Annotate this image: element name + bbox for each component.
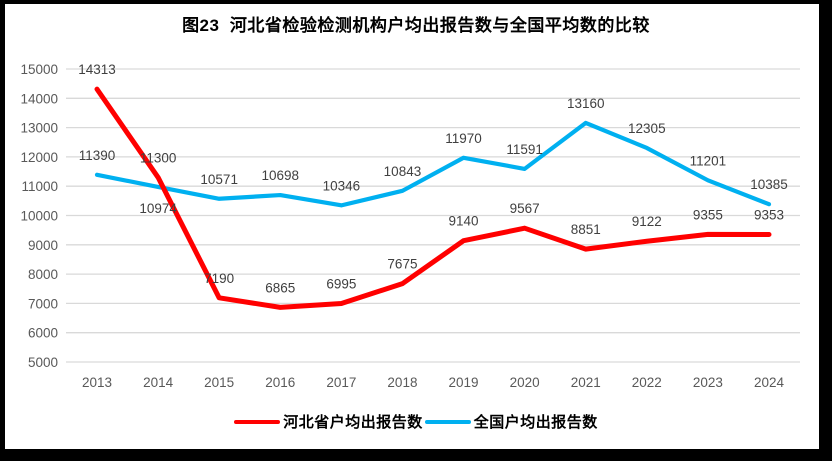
legend-item-hebei: 河北省户均出报告数 [234, 411, 423, 432]
x-tick-label: 2016 [265, 375, 295, 390]
frame-border-bottom [0, 449, 832, 461]
x-tick-label: 2018 [387, 375, 417, 390]
data-label: 10974 [139, 201, 177, 216]
x-tick-label: 2013 [82, 375, 112, 390]
data-label: 7675 [387, 257, 417, 272]
data-label: 6995 [326, 277, 356, 292]
data-label: 11300 [140, 150, 177, 165]
x-tick-label: 2022 [632, 375, 662, 390]
y-tick-label: 7000 [28, 296, 58, 311]
legend-label-hebei: 河北省户均出报告数 [283, 414, 423, 431]
series-line-1 [94, 120, 772, 208]
frame-border-top [0, 0, 832, 4]
x-tick-label: 2020 [510, 375, 540, 390]
y-tick-label: 13000 [20, 121, 58, 136]
data-label: 7190 [204, 271, 234, 286]
chart-title: 图23 河北省检验检测机构户均出报告数与全国平均数的比较 [182, 16, 650, 35]
data-label: 10698 [261, 168, 299, 183]
legend-line-red [234, 419, 281, 424]
data-label: 10571 [200, 172, 238, 187]
y-tick-label: 8000 [28, 267, 58, 282]
data-label: 11591 [506, 142, 543, 157]
legend-item-national: 全国户均出报告数 [424, 411, 598, 432]
data-label: 8851 [571, 222, 601, 237]
data-label: 9567 [510, 201, 540, 216]
legend: 河北省户均出报告数 全国户均出报告数 [0, 411, 832, 432]
data-label: 9122 [632, 214, 662, 229]
data-label: 10385 [750, 177, 788, 192]
legend-label-national: 全国户均出报告数 [473, 414, 598, 431]
data-label: 10843 [384, 164, 422, 179]
x-tick-label: 2021 [571, 375, 601, 390]
x-tick-label: 2019 [449, 375, 479, 390]
x-tick-label: 2024 [754, 375, 785, 390]
y-tick-label: 9000 [28, 238, 58, 253]
x-tick-label: 2014 [143, 375, 174, 390]
legend-line-blue [424, 419, 471, 424]
data-label: 6865 [265, 280, 295, 295]
data-label: 13160 [567, 96, 605, 111]
data-label: 11970 [445, 131, 482, 146]
data-label: 9355 [693, 207, 723, 222]
data-label: 12305 [628, 121, 666, 136]
x-tick-label: 2017 [326, 375, 356, 390]
frame-border-right [819, 0, 832, 461]
data-label: 9140 [449, 214, 479, 229]
y-tick-label: 15000 [20, 62, 58, 77]
y-tick-label: 10000 [20, 209, 58, 224]
series-line-0 [94, 86, 772, 310]
x-tick-label: 2015 [204, 375, 234, 390]
y-tick-label: 11000 [21, 179, 58, 194]
data-label: 14313 [78, 62, 116, 77]
y-tick-label: 5000 [28, 355, 58, 370]
y-tick-label: 14000 [20, 91, 58, 106]
y-tick-label: 12000 [20, 150, 58, 165]
data-label: 9353 [754, 207, 784, 222]
data-label: 10346 [323, 178, 361, 193]
data-label: 11201 [690, 153, 727, 168]
y-tick-label: 6000 [28, 326, 58, 341]
frame-border-left [0, 0, 5, 461]
data-label: 11390 [79, 148, 116, 163]
x-tick-label: 2023 [693, 375, 723, 390]
